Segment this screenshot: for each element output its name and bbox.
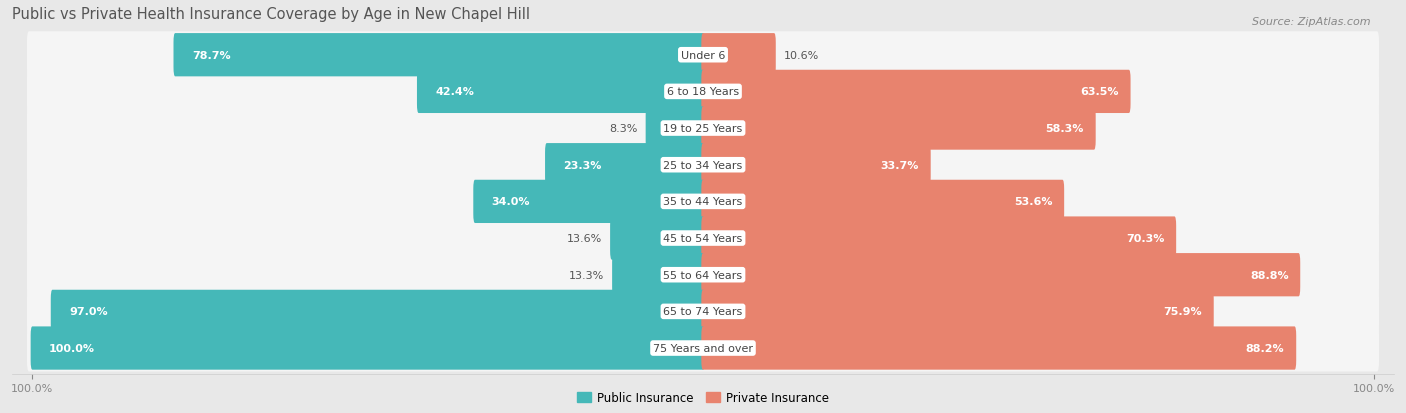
Text: 75 Years and over: 75 Years and over xyxy=(652,343,754,353)
FancyBboxPatch shape xyxy=(27,178,1379,225)
Text: 70.3%: 70.3% xyxy=(1126,233,1164,243)
Text: 63.5%: 63.5% xyxy=(1080,87,1119,97)
FancyBboxPatch shape xyxy=(702,34,776,77)
FancyBboxPatch shape xyxy=(702,180,1064,223)
FancyBboxPatch shape xyxy=(702,327,1296,370)
FancyBboxPatch shape xyxy=(546,144,704,187)
FancyBboxPatch shape xyxy=(27,252,1379,299)
Text: 10.6%: 10.6% xyxy=(785,51,820,61)
Text: 58.3%: 58.3% xyxy=(1046,124,1084,134)
Text: 65 to 74 Years: 65 to 74 Years xyxy=(664,306,742,317)
FancyBboxPatch shape xyxy=(173,34,704,77)
Text: Source: ZipAtlas.com: Source: ZipAtlas.com xyxy=(1253,17,1371,26)
FancyBboxPatch shape xyxy=(51,290,704,333)
FancyBboxPatch shape xyxy=(27,325,1379,372)
FancyBboxPatch shape xyxy=(702,107,1095,150)
Text: Public vs Private Health Insurance Coverage by Age in New Chapel Hill: Public vs Private Health Insurance Cover… xyxy=(13,7,530,22)
Text: 42.4%: 42.4% xyxy=(436,87,474,97)
Text: 53.6%: 53.6% xyxy=(1014,197,1053,207)
FancyBboxPatch shape xyxy=(27,142,1379,189)
FancyBboxPatch shape xyxy=(702,144,931,187)
Text: 78.7%: 78.7% xyxy=(193,51,231,61)
Text: 88.8%: 88.8% xyxy=(1250,270,1288,280)
Text: 6 to 18 Years: 6 to 18 Years xyxy=(666,87,740,97)
FancyBboxPatch shape xyxy=(31,327,704,370)
FancyBboxPatch shape xyxy=(610,217,704,260)
Text: 19 to 25 Years: 19 to 25 Years xyxy=(664,124,742,134)
Text: Under 6: Under 6 xyxy=(681,51,725,61)
FancyBboxPatch shape xyxy=(702,71,1130,114)
Text: 13.6%: 13.6% xyxy=(567,233,602,243)
FancyBboxPatch shape xyxy=(27,215,1379,262)
Text: 45 to 54 Years: 45 to 54 Years xyxy=(664,233,742,243)
FancyBboxPatch shape xyxy=(418,71,704,114)
FancyBboxPatch shape xyxy=(27,69,1379,116)
Text: 55 to 64 Years: 55 to 64 Years xyxy=(664,270,742,280)
Text: 34.0%: 34.0% xyxy=(492,197,530,207)
Text: 13.3%: 13.3% xyxy=(568,270,603,280)
FancyBboxPatch shape xyxy=(27,105,1379,152)
Text: 25 to 34 Years: 25 to 34 Years xyxy=(664,160,742,170)
Legend: Public Insurance, Private Insurance: Public Insurance, Private Insurance xyxy=(572,387,834,409)
FancyBboxPatch shape xyxy=(702,217,1177,260)
Text: 88.2%: 88.2% xyxy=(1246,343,1285,353)
FancyBboxPatch shape xyxy=(27,32,1379,79)
Text: 35 to 44 Years: 35 to 44 Years xyxy=(664,197,742,207)
FancyBboxPatch shape xyxy=(474,180,704,223)
FancyBboxPatch shape xyxy=(645,107,704,150)
Text: 8.3%: 8.3% xyxy=(609,124,637,134)
Text: 100.0%: 100.0% xyxy=(49,343,96,353)
Text: 75.9%: 75.9% xyxy=(1163,306,1202,317)
Text: 97.0%: 97.0% xyxy=(69,306,108,317)
Text: 23.3%: 23.3% xyxy=(564,160,602,170)
FancyBboxPatch shape xyxy=(702,290,1213,333)
FancyBboxPatch shape xyxy=(27,288,1379,335)
Text: 33.7%: 33.7% xyxy=(880,160,920,170)
FancyBboxPatch shape xyxy=(612,254,704,297)
FancyBboxPatch shape xyxy=(702,254,1301,297)
